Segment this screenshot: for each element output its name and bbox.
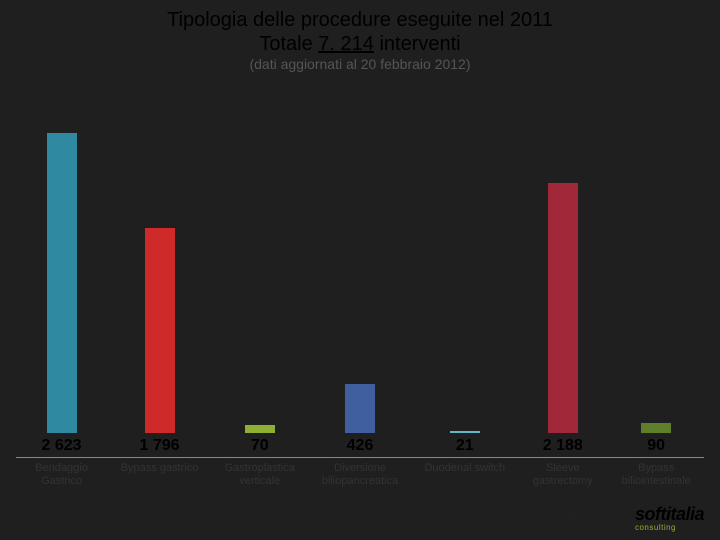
bar [641, 423, 671, 433]
category-label: Bypass biliointestinale [608, 458, 704, 492]
footer-left: Dati Ufficiali SICOB - aggiornati al 20 … [16, 522, 224, 532]
bar [450, 431, 480, 433]
brand-sub: consulting [635, 523, 676, 532]
chart-column: 2 623 Bendaggio Gastrico [16, 90, 107, 492]
category-label: Duodenal switch [412, 458, 517, 492]
slide: Tipologia delle procedure eseguite nel 2… [0, 0, 720, 540]
brand-logo: softitalia [635, 504, 704, 524]
chart-column: 21 Duodenal switch [412, 90, 517, 492]
footer-right: Elaborazione dati softitalia consulting [561, 507, 704, 532]
title-line-2-underline: 7. 214 [318, 33, 374, 55]
title-subtitle: (dati aggiornati al 20 febbraio 2012) [0, 56, 720, 73]
bar-value-label: 21 [456, 437, 474, 455]
bar-value-label: 426 [347, 437, 374, 455]
category-label: Bendaggio Gastrico [16, 458, 107, 492]
chart-plot-cell [107, 133, 212, 433]
bar [548, 183, 578, 433]
bar-value-label: 1 796 [140, 437, 180, 455]
chart-plot-cell [608, 133, 704, 433]
chart-column: 90 Bypass biliointestinale [608, 90, 704, 492]
title-block: Tipologia delle procedure eseguite nel 2… [0, 0, 720, 73]
bar-value-label: 2 188 [543, 437, 583, 455]
chart-column: 1 796 Bypass gastrico [107, 90, 212, 492]
bar [145, 228, 175, 433]
bar-value-label: 90 [647, 437, 665, 455]
chart-plot-cell [16, 133, 107, 433]
footer: Dati Ufficiali SICOB - aggiornati al 20 … [16, 507, 704, 532]
bar [245, 425, 275, 433]
title-line-2-suffix: interventi [374, 33, 461, 55]
bar-value-label: 2 623 [42, 437, 82, 455]
title-line-1: Tipologia delle procedure eseguite nel 2… [0, 8, 720, 32]
category-label: Diversione biliopancreatica [308, 458, 413, 492]
chart-plot-cell [412, 133, 517, 433]
chart-plot-cell [308, 133, 413, 433]
title-line-2-prefix: Totale [259, 33, 318, 55]
category-label: Bypass gastrico [107, 458, 212, 492]
chart-column: 426 Diversione biliopancreatica [308, 90, 413, 492]
chart-column: 70 Gastroplastica verticale [212, 90, 308, 492]
bar [345, 384, 375, 433]
brand-block: softitalia consulting [635, 507, 704, 532]
title-line-2: Totale 7. 214 interventi [0, 32, 720, 56]
category-label: Gastroplastica verticale [212, 458, 308, 492]
bar-chart: 2 623 Bendaggio Gastrico 1 796 Bypass gastr… [16, 90, 704, 492]
bar-value-label: 70 [251, 437, 269, 455]
chart-plot-cell [517, 133, 608, 433]
bar [47, 133, 77, 433]
chart-column: 2 188 Sleeve gastrectomy [517, 90, 608, 492]
footer-right-prefix: Elaborazione dati [561, 512, 631, 522]
category-label: Sleeve gastrectomy [517, 458, 608, 492]
chart-plot-cell [212, 133, 308, 433]
